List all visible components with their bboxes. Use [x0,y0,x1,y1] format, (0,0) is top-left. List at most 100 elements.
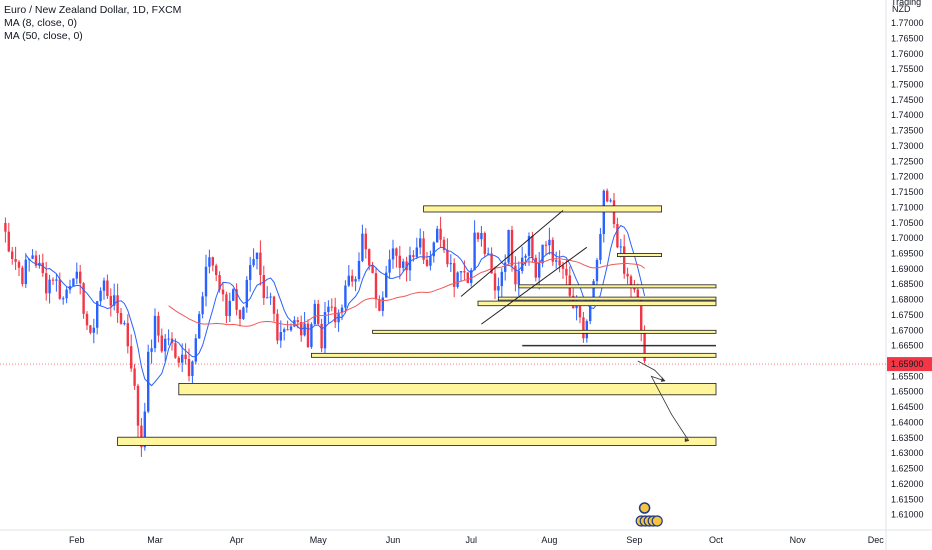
candle-body [565,268,568,276]
price-tick-label: 1.75500 [891,64,924,74]
candle-body [517,270,520,285]
candle-body [449,263,452,265]
candle-body [463,271,466,273]
time-tick-label: Feb [69,535,85,545]
candle-body [585,321,588,339]
candle-body [374,273,378,300]
candle-body [300,322,303,336]
price-tick-label: 1.61000 [891,510,924,520]
last-price-tag [887,357,932,372]
price-tick-label: 1.63500 [891,433,924,443]
candle-body [119,313,123,324]
arrow-head-icon [661,376,665,382]
candle-body [555,260,558,262]
candle-body [116,295,119,314]
chart-legend: Euro / New Zealand Dollar, 1D, FXCM MA (… [4,4,181,43]
candle-body [381,297,384,311]
price-tick-label: 1.76500 [891,33,924,43]
candle-body [225,294,228,316]
candle-body [102,280,106,291]
currency-label: NZD [892,4,911,14]
candle-body [181,354,184,363]
candle-body [623,246,626,274]
candle-body [21,267,24,285]
time-tick-label: Oct [709,535,724,545]
candle-body [344,285,347,308]
candle-body [259,252,262,276]
candle-body [65,289,68,299]
price-tick-label: 1.74500 [891,95,924,105]
candle-body [82,283,85,314]
trend-line [460,210,564,297]
price-tick-label: 1.72500 [891,156,924,166]
candle-body [558,260,561,266]
candle-body [4,222,7,232]
candle-body [497,286,500,291]
candle-body [174,343,177,358]
candle-body [310,324,313,348]
candle-body [306,323,310,348]
candle-body [636,289,639,300]
candle-body [483,232,486,254]
candle-body [476,232,480,240]
price-tick-label: 1.74000 [891,110,924,120]
candle-body [191,361,194,376]
candle-body [184,354,187,360]
candle-body [85,313,89,326]
candle-body [24,259,27,285]
candles-group [4,188,646,457]
candle-body [575,304,578,309]
candle-body [201,296,204,315]
price-tick-label: 1.65000 [891,387,924,397]
legend-title: Euro / New Zealand Dollar, 1D, FXCM [4,4,182,16]
candle-body [551,239,554,262]
candle-body [262,275,265,298]
candle-body [279,332,282,341]
candle-body [334,306,337,323]
candle-body [160,335,163,352]
price-tick-label: 1.64000 [891,417,924,427]
time-tick-label: Nov [790,535,807,545]
candle-body [626,273,629,277]
candle-body [446,249,449,265]
candle-body [14,258,17,262]
candle-body [412,255,415,257]
support-zone [617,253,663,257]
candle-body [347,275,350,286]
candle-body [582,317,585,339]
candle-body [643,333,646,362]
candle-body [436,228,439,243]
price-tick-label: 1.73000 [891,141,924,151]
candle-body [167,338,170,340]
price-tick-label: 1.77000 [891,18,924,28]
price-tick-label: 1.67000 [891,325,924,335]
support-zone [518,284,717,289]
projection-path-arrow [637,360,690,442]
candle-body [398,255,401,268]
candle-body [75,271,78,279]
candle-body [473,232,476,271]
candle-body [41,262,44,274]
candle-body [619,246,622,248]
candle-body [402,261,405,268]
candle-body [330,306,333,308]
candle-body [133,368,136,386]
candle-body [218,275,221,290]
candle-body [616,224,619,248]
candle-body [228,300,231,316]
candle-body [538,263,541,278]
candle-body [541,244,544,264]
candle-body [599,234,602,260]
candle-body [11,251,14,259]
event-icon [638,502,651,514]
candle-body [592,281,595,302]
time-tick-label: Dec [868,535,885,545]
candle-body [514,265,517,285]
candle-body [368,249,371,266]
price-tick-label: 1.69000 [891,264,924,274]
candle-body [425,259,429,266]
candle-body [198,314,201,339]
candle-body [323,312,327,349]
legend-ma-fast: MA (8, close, 0) [4,17,77,29]
